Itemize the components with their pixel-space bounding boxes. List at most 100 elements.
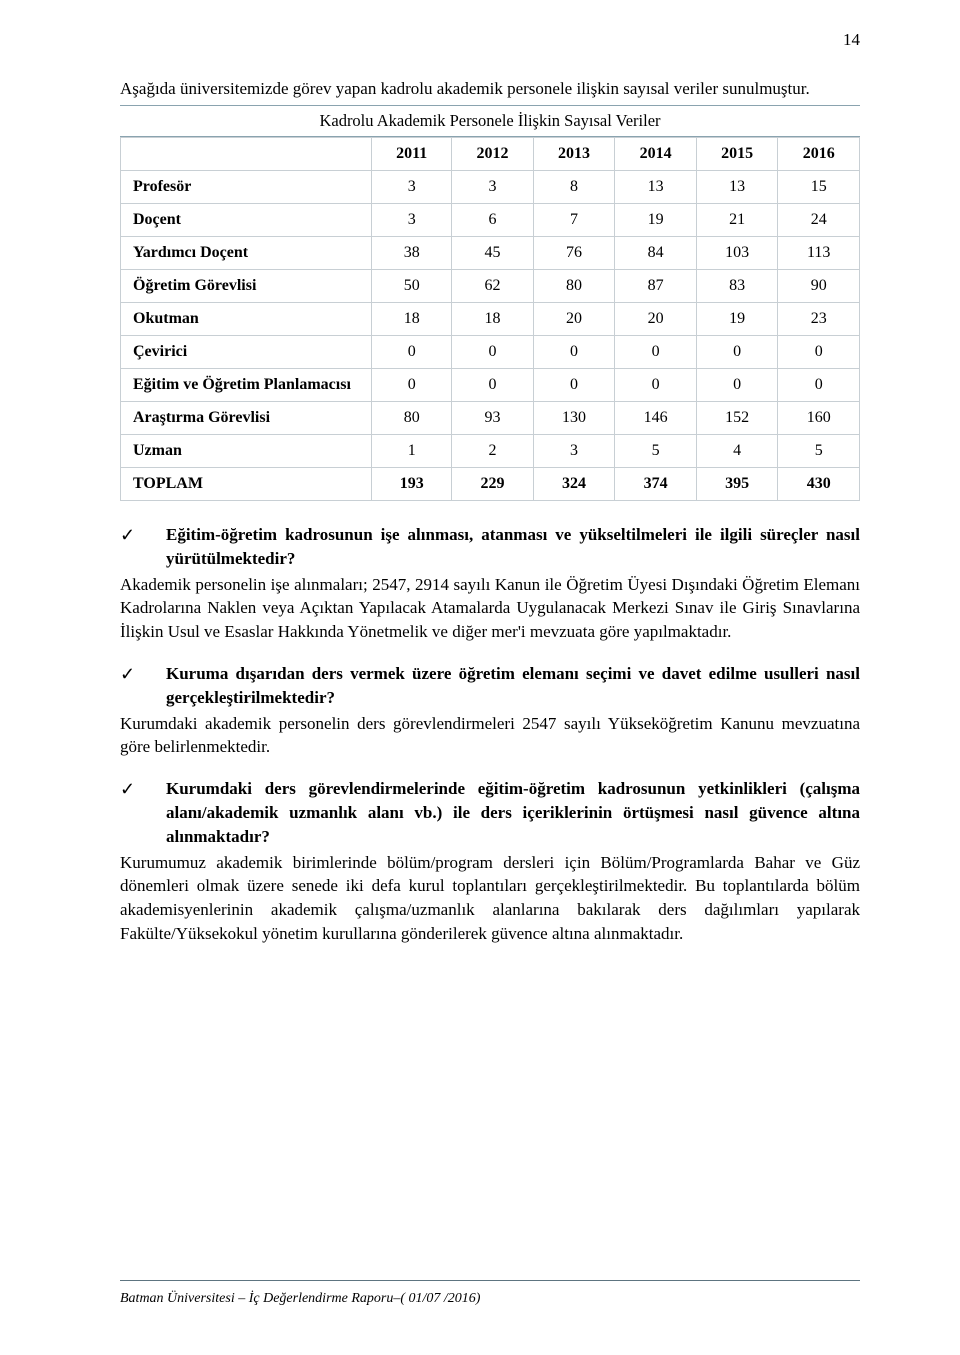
cell-value: 5 xyxy=(615,434,697,467)
table-row: Okutman181820201923 xyxy=(121,302,860,335)
cell-value: 3 xyxy=(533,434,615,467)
cell-value: 19 xyxy=(615,203,697,236)
row-label: Araştırma Görevlisi xyxy=(121,401,372,434)
cell-value: 113 xyxy=(778,236,860,269)
table-body: Profesör338131315Doçent367192124Yardımcı… xyxy=(121,170,860,500)
cell-value: 23 xyxy=(778,302,860,335)
col-header-year: 2015 xyxy=(696,137,778,170)
cell-value: 20 xyxy=(615,302,697,335)
row-label: Uzman xyxy=(121,434,372,467)
cell-value: 18 xyxy=(452,302,534,335)
cell-value: 15 xyxy=(778,170,860,203)
page-number: 14 xyxy=(843,30,860,50)
cell-value: 4 xyxy=(696,434,778,467)
cell-value: 430 xyxy=(778,467,860,500)
table-row: Profesör338131315 xyxy=(121,170,860,203)
cell-value: 84 xyxy=(615,236,697,269)
row-label: Öğretim Görevlisi xyxy=(121,269,372,302)
cell-value: 80 xyxy=(533,269,615,302)
qa-block: ✓Kurumdaki ders görevlendirmelerinde eği… xyxy=(120,777,860,946)
cell-value: 90 xyxy=(778,269,860,302)
table-row: Araştırma Görevlisi8093130146152160 xyxy=(121,401,860,434)
cell-value: 1 xyxy=(372,434,452,467)
cell-value: 0 xyxy=(696,335,778,368)
col-header-year: 2011 xyxy=(372,137,452,170)
row-label: Okutman xyxy=(121,302,372,335)
cell-value: 0 xyxy=(452,368,534,401)
cell-value: 76 xyxy=(533,236,615,269)
cell-value: 395 xyxy=(696,467,778,500)
cell-value: 50 xyxy=(372,269,452,302)
footer-rule xyxy=(120,1280,860,1281)
row-label: Yardımcı Doçent xyxy=(121,236,372,269)
cell-value: 160 xyxy=(778,401,860,434)
cell-value: 7 xyxy=(533,203,615,236)
table-row: Çevirici000000 xyxy=(121,335,860,368)
cell-value: 229 xyxy=(452,467,534,500)
cell-value: 0 xyxy=(372,368,452,401)
cell-value: 19 xyxy=(696,302,778,335)
table-row: Uzman123545 xyxy=(121,434,860,467)
intro-paragraph: Aşağıda üniversitemizde görev yapan kadr… xyxy=(120,78,860,101)
cell-value: 0 xyxy=(778,335,860,368)
page: 14 Aşağıda üniversitemizde görev yapan k… xyxy=(0,0,960,1355)
question-line: ✓Kuruma dışarıdan ders vermek üzere öğre… xyxy=(120,662,860,710)
row-label: Eğitim ve Öğretim Planlamacısı xyxy=(121,368,372,401)
answer-text: Akademik personelin işe alınmaları; 2547… xyxy=(120,573,860,644)
table-row: Öğretim Görevlisi506280878390 xyxy=(121,269,860,302)
cell-value: 6 xyxy=(452,203,534,236)
table-row: Yardımcı Doçent38457684103113 xyxy=(121,236,860,269)
cell-value: 0 xyxy=(533,368,615,401)
cell-value: 24 xyxy=(778,203,860,236)
question-line: ✓Kurumdaki ders görevlendirmelerinde eği… xyxy=(120,777,860,848)
question-text: Kuruma dışarıdan ders vermek üzere öğret… xyxy=(166,662,860,710)
check-icon: ✓ xyxy=(120,777,166,802)
table-header-row: 201120122013201420152016 xyxy=(121,137,860,170)
cell-value: 324 xyxy=(533,467,615,500)
qa-block: ✓Kuruma dışarıdan ders vermek üzere öğre… xyxy=(120,662,860,759)
row-label: Profesör xyxy=(121,170,372,203)
col-header-year: 2014 xyxy=(615,137,697,170)
cell-value: 3 xyxy=(452,170,534,203)
col-header-empty xyxy=(121,137,372,170)
qa-block: ✓Eğitim-öğretim kadrosunun işe alınması,… xyxy=(120,523,860,644)
cell-value: 0 xyxy=(696,368,778,401)
cell-value: 103 xyxy=(696,236,778,269)
col-header-year: 2012 xyxy=(452,137,534,170)
cell-value: 3 xyxy=(372,170,452,203)
cell-value: 13 xyxy=(615,170,697,203)
cell-value: 0 xyxy=(778,368,860,401)
table-title: Kadrolu Akademik Personele İlişkin Sayıs… xyxy=(120,105,860,137)
cell-value: 374 xyxy=(615,467,697,500)
row-label: Çevirici xyxy=(121,335,372,368)
cell-value: 13 xyxy=(696,170,778,203)
cell-value: 152 xyxy=(696,401,778,434)
cell-value: 3 xyxy=(372,203,452,236)
cell-value: 93 xyxy=(452,401,534,434)
cell-value: 0 xyxy=(533,335,615,368)
cell-value: 83 xyxy=(696,269,778,302)
answer-text: Kurumumuz akademik birimlerinde bölüm/pr… xyxy=(120,851,860,946)
row-label: TOPLAM xyxy=(121,467,372,500)
cell-value: 0 xyxy=(372,335,452,368)
staff-table: 201120122013201420152016 Profesör3381313… xyxy=(120,137,860,501)
cell-value: 2 xyxy=(452,434,534,467)
cell-value: 80 xyxy=(372,401,452,434)
cell-value: 130 xyxy=(533,401,615,434)
table-row: TOPLAM193229324374395430 xyxy=(121,467,860,500)
question-line: ✓Eğitim-öğretim kadrosunun işe alınması,… xyxy=(120,523,860,571)
cell-value: 20 xyxy=(533,302,615,335)
cell-value: 18 xyxy=(372,302,452,335)
row-label: Doçent xyxy=(121,203,372,236)
cell-value: 5 xyxy=(778,434,860,467)
cell-value: 38 xyxy=(372,236,452,269)
check-icon: ✓ xyxy=(120,523,166,548)
cell-value: 193 xyxy=(372,467,452,500)
cell-value: 62 xyxy=(452,269,534,302)
cell-value: 0 xyxy=(452,335,534,368)
check-icon: ✓ xyxy=(120,662,166,687)
cell-value: 8 xyxy=(533,170,615,203)
table-row: Doçent367192124 xyxy=(121,203,860,236)
cell-value: 45 xyxy=(452,236,534,269)
footer-text: Batman Üniversitesi – İç Değerlendirme R… xyxy=(120,1291,480,1307)
